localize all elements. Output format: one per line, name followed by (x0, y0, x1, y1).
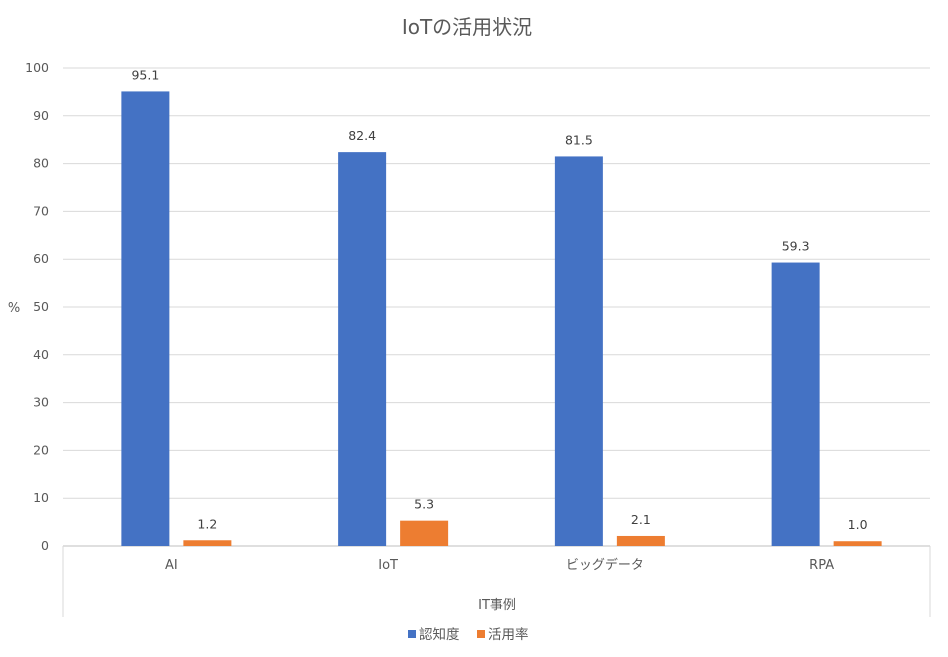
bar (183, 540, 231, 546)
y-tick-label: 30 (33, 395, 49, 410)
bar (400, 521, 448, 546)
bar (834, 541, 882, 546)
y-axis-ticks: 0 10 20 30 40 50 60 70 80 90 100 (25, 60, 49, 553)
data-label: 59.3 (782, 239, 810, 254)
legend-swatch (408, 630, 416, 638)
x-axis-title: IT事例 (478, 598, 516, 613)
y-tick-label: 10 (33, 490, 49, 505)
category-label: ビッグデータ (566, 557, 644, 573)
data-label: 95.1 (131, 67, 159, 82)
legend: 認知度 活用率 (408, 626, 529, 643)
data-label: 2.1 (631, 512, 651, 527)
data-label: 1.2 (197, 516, 217, 531)
y-axis-title: % (8, 301, 20, 316)
legend-label: 活用率 (488, 626, 529, 643)
y-tick-label: 40 (33, 347, 49, 362)
data-label: 82.4 (348, 128, 376, 143)
data-label: 81.5 (565, 132, 593, 147)
y-tick-label: 100 (25, 60, 49, 75)
data-label: 5.3 (414, 497, 434, 512)
chart-title: IoTの活用状況 (402, 15, 532, 39)
bar (338, 152, 386, 546)
y-tick-label: 20 (33, 442, 49, 457)
y-tick-label: 0 (41, 538, 49, 553)
category-label: AI (165, 558, 178, 573)
legend-label: 認知度 (419, 626, 460, 643)
data-label: 1.0 (848, 517, 868, 532)
bar (617, 536, 665, 546)
bar (121, 91, 169, 546)
y-tick-label: 70 (33, 203, 49, 218)
bar (555, 156, 603, 546)
bar (772, 263, 820, 546)
y-tick-label: 80 (33, 156, 49, 171)
data-labels: 95.1 1.2 82.4 5.3 81.5 2.1 59.3 1.0 (131, 67, 867, 532)
y-tick-label: 60 (33, 251, 49, 266)
category-label: RPA (809, 558, 834, 573)
category-label: IoT (378, 558, 398, 573)
y-tick-label: 90 (33, 108, 49, 123)
category-labels: AI IoT ビッグデータ RPA (165, 557, 834, 573)
y-tick-label: 50 (33, 299, 49, 314)
bars (121, 91, 881, 546)
legend-swatch (477, 630, 485, 638)
